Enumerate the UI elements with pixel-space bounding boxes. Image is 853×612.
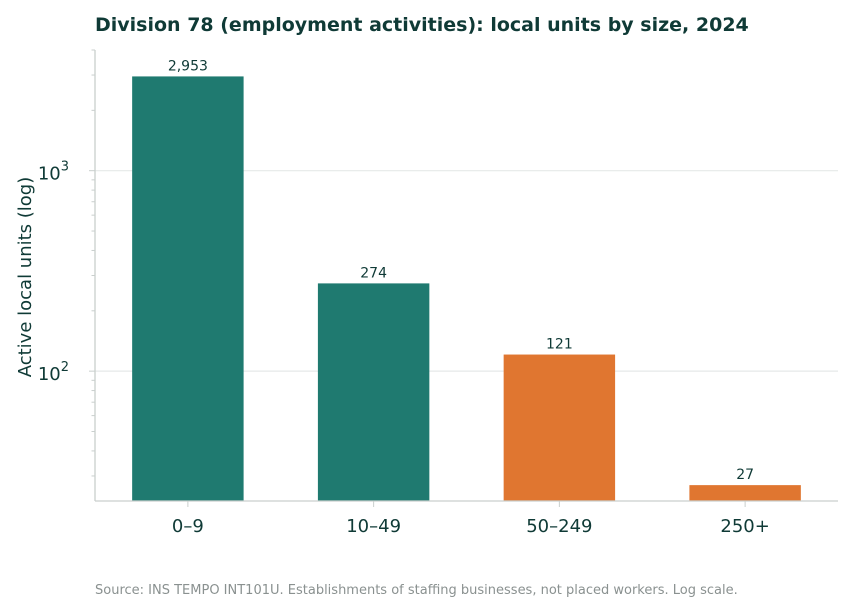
data-label-3: 27 [736,467,754,483]
bar-0 [132,76,244,502]
x-tick-label-2: 50–249 [526,516,592,537]
bar-2 [503,354,616,501]
y-tick-label-1: 103 [38,160,69,185]
data-labels: 2,953 274 121 27 [168,58,754,483]
x-tick-label-0: 0–9 [172,516,204,537]
data-label-2: 121 [546,337,573,353]
x-tick-label-1: 10–49 [346,516,401,537]
data-label-0: 2,953 [168,58,208,74]
x-tick-label-3: 250+ [720,516,769,537]
chart-title: Division 78 (employment activities): loc… [95,14,749,36]
source-note: Source: INS TEMPO INT101U. Establishment… [95,583,738,598]
bar-1 [317,283,430,501]
axes: 102 103 0–9 10–49 50–249 250+ [38,49,838,537]
bars [132,76,801,502]
y-axis-label: Active local units (log) [15,177,36,378]
data-label-1: 274 [360,265,387,281]
bar-3 [689,485,801,501]
y-tick-label-0: 102 [38,360,69,385]
